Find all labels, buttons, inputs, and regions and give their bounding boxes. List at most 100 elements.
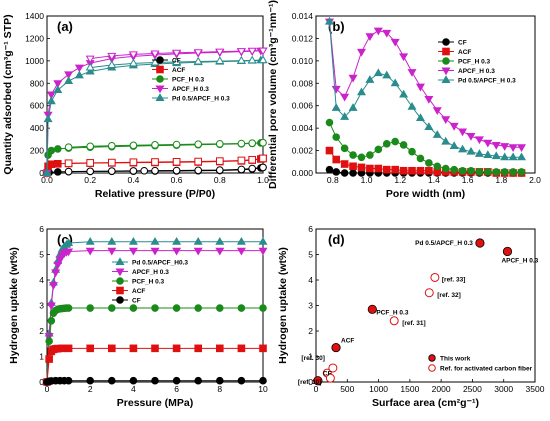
data-point	[46, 302, 56, 311]
data-point	[247, 55, 257, 64]
y-tick-label: 0.006	[292, 101, 314, 111]
data-point	[325, 165, 334, 174]
data-point	[108, 141, 116, 150]
data-point	[172, 140, 181, 149]
data-point	[53, 85, 63, 93]
series-line	[68, 166, 264, 173]
y-tick-label: 0.004	[292, 123, 314, 133]
data-point	[193, 56, 203, 65]
legend-key-marker	[116, 296, 124, 304]
data-point	[86, 142, 94, 151]
data-point	[172, 236, 182, 245]
data-point	[508, 152, 518, 161]
data-point	[128, 58, 138, 67]
x-tick-label: 1.0	[257, 175, 269, 185]
data-point	[491, 151, 501, 160]
x-tick-label: 8	[217, 384, 222, 394]
data-point	[129, 158, 138, 167]
data-point	[108, 167, 116, 175]
data-point	[151, 344, 159, 353]
data-point	[399, 141, 408, 149]
data-point	[237, 156, 246, 165]
legend-key	[428, 364, 436, 372]
data-point	[407, 102, 417, 110]
data-point	[365, 33, 375, 41]
data-point	[374, 145, 383, 154]
data-point	[151, 304, 159, 312]
data-point	[194, 344, 202, 353]
data-point	[366, 164, 374, 173]
data-point	[51, 269, 61, 278]
panel-c: 0 2 4 6 8 10 0 1 2 3 4 5 6 Pressure (MPa) Hydrogen upt…	[8, 224, 268, 409]
y-tick-label: 0	[308, 377, 313, 387]
x-axis-label: Surface area (cm²g⁻¹)	[372, 397, 479, 409]
data-point	[236, 48, 246, 56]
x-axis-label: Pressure (MPa)	[117, 397, 193, 409]
data-point	[340, 160, 349, 168]
data-point	[474, 149, 484, 157]
x-tick-label: 1.4	[428, 175, 440, 185]
legend-key-marker	[116, 286, 124, 295]
data-point	[107, 236, 117, 245]
data-point	[193, 49, 203, 58]
x-tick-label: 1.8	[495, 175, 507, 185]
y-tick-label: 2	[39, 326, 44, 336]
data-point	[408, 147, 416, 156]
data-point	[483, 150, 493, 159]
data-point	[483, 139, 493, 148]
panel-a: 0.0 0.2 0.4 0.6 0.8 1.0 0 200 400 600 800 1000 1200 1…	[2, 11, 269, 200]
data-point	[449, 122, 459, 131]
data-point	[129, 344, 138, 353]
y-tick-label: 1	[39, 352, 44, 362]
data-point	[46, 96, 56, 105]
data-point	[215, 56, 225, 65]
data-point	[415, 83, 425, 92]
x-tick-label: 0.0	[41, 175, 53, 185]
data-point	[415, 113, 425, 122]
y-tick-label: 0	[39, 168, 44, 178]
data-point	[172, 49, 182, 58]
legend-key-marker	[115, 268, 125, 277]
data-point	[466, 133, 476, 141]
data-point	[237, 344, 246, 353]
legend-label: PCF_H 0.3	[132, 279, 165, 286]
data-point	[86, 376, 94, 385]
legend-label: APCF_H 0.3	[458, 68, 495, 75]
legend-key-marker	[442, 38, 450, 46]
data-point	[357, 153, 366, 162]
x-axis-label: Pore width (nm)	[386, 188, 465, 200]
data-point	[259, 163, 267, 172]
data-point	[193, 236, 203, 245]
x-tick-label: 1.6	[462, 175, 474, 185]
data-point	[348, 74, 358, 83]
y-tick-label: 4	[39, 275, 44, 285]
y-tick-label: 0.012	[292, 33, 314, 43]
data-point	[508, 144, 518, 153]
legend-label: Pd 0.5/APCF_H0.3	[132, 260, 188, 267]
y-tick-label: 0.008	[292, 78, 314, 88]
data-point	[64, 167, 73, 176]
data-point	[129, 376, 138, 385]
data-point	[475, 168, 484, 176]
series-line	[90, 59, 264, 69]
series-line	[328, 21, 522, 158]
x-tick-label: 0.8	[214, 175, 226, 185]
data-point	[45, 355, 53, 363]
data-point	[172, 304, 181, 312]
legend-key-marker	[156, 56, 164, 64]
reference-point	[328, 363, 338, 373]
data-point	[107, 247, 117, 256]
plot-frame	[46, 15, 264, 174]
data-point	[382, 165, 391, 174]
legend-label: PCF_H 0.3	[458, 59, 491, 66]
y-tick-label: 0.002	[292, 146, 314, 156]
y-tick-label: 3	[308, 301, 313, 311]
data-point	[172, 57, 182, 65]
data-point	[216, 376, 224, 385]
legend-label: ACF	[458, 49, 471, 56]
this-work-point	[313, 376, 323, 386]
data-point	[64, 304, 73, 312]
data-point	[248, 164, 256, 173]
data-point	[491, 141, 501, 150]
x-tick-label: 0.4	[127, 175, 139, 185]
